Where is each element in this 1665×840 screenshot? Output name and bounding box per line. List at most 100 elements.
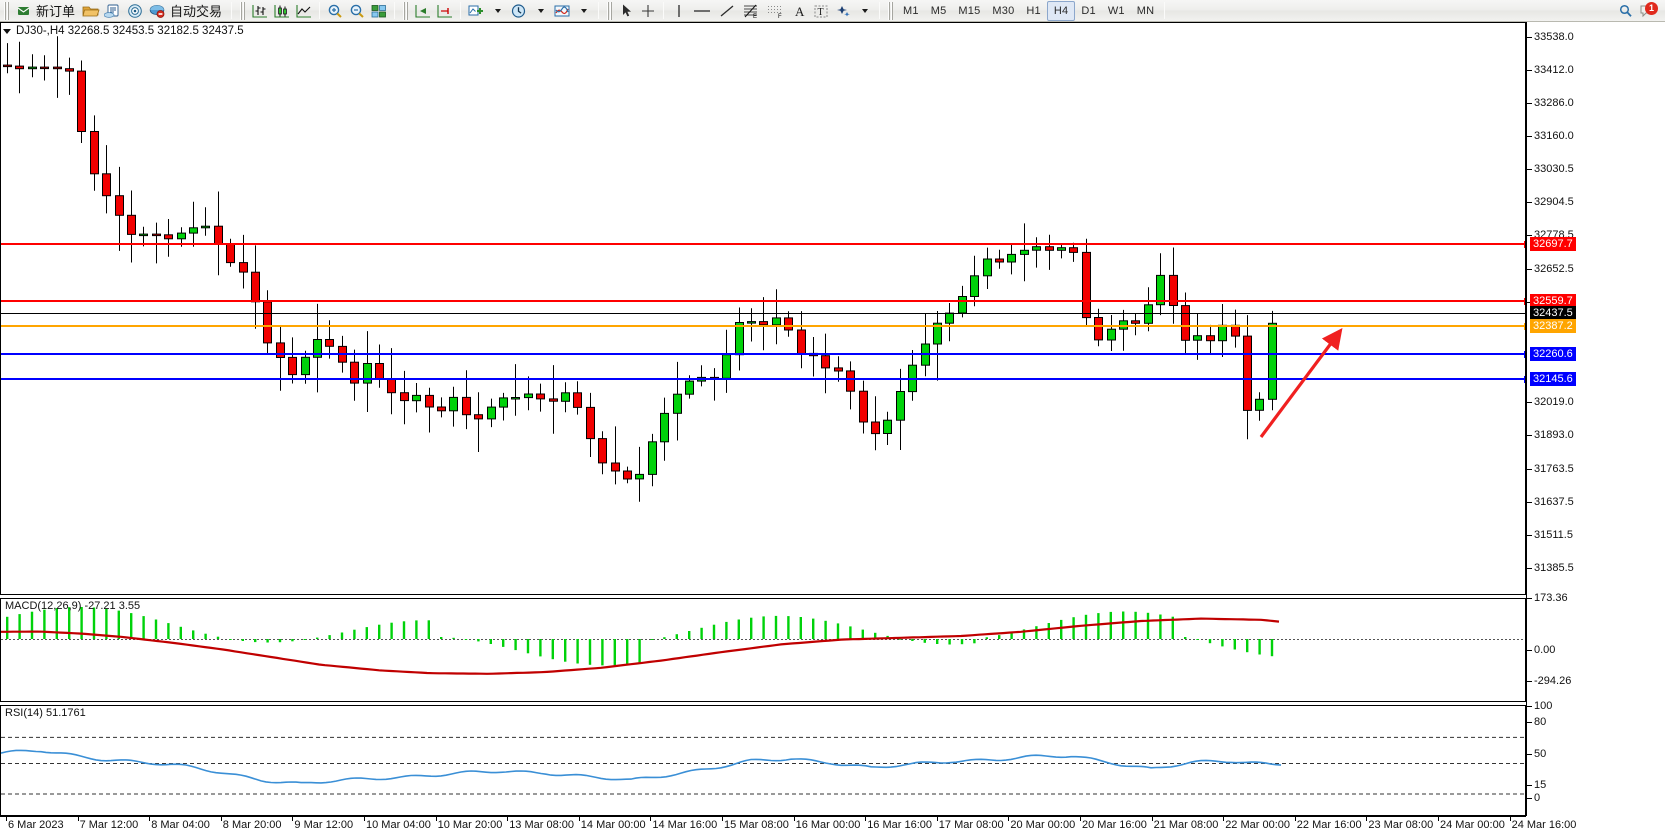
time-tick-label: 7 Mar 12:00 [79, 819, 139, 831]
toolbar-grip-2[interactable] [239, 1, 247, 20]
candle-body [1082, 251, 1091, 319]
objects-icon[interactable] [832, 1, 854, 21]
price-label-support-upper[interactable]: 32260.6 [1530, 347, 1576, 361]
timeframe-mn[interactable]: MN [1136, 4, 1155, 17]
periods-icon[interactable] [508, 1, 530, 21]
objects-dropdown-caret[interactable] [854, 1, 875, 21]
price-axis[interactable]: 33538.0 33412.0 33286.0 33160.0 33030.5 … [1526, 22, 1665, 816]
time-tick-label: 9 Mar 12:00 [294, 819, 354, 831]
price-pane[interactable]: DJ30-,H4 32268.5 32453.5 32182.5 32437.5 [0, 22, 1526, 595]
toolbar-grip-3[interactable] [402, 1, 410, 20]
horizontal-line-icon[interactable] [689, 1, 715, 21]
crosshair-icon[interactable] [637, 1, 659, 21]
timeframe-m30[interactable]: M30 [992, 4, 1015, 17]
market-watch-icon[interactable] [124, 1, 146, 21]
scroll-end-icon[interactable] [412, 1, 434, 21]
macd-histogram-bar [1097, 613, 1100, 639]
new-order-label[interactable]: 新订单 [36, 4, 76, 19]
timeframe-m5[interactable]: M5 [930, 4, 947, 17]
macd-axis-tick: 173.36 [1527, 592, 1568, 604]
candle-body [152, 233, 161, 237]
auto-trading-label[interactable]: 自动交易 [170, 4, 223, 19]
macd-histogram-bar [1047, 623, 1050, 639]
candlestick-chart-icon[interactable] [271, 1, 293, 21]
candle-body [15, 65, 24, 70]
candle-body [425, 394, 434, 408]
templates-dropdown-caret[interactable] [573, 1, 594, 21]
alerts-icon[interactable]: 1 [1637, 1, 1659, 21]
macd-pane[interactable]: MACD(12,26,9) -27.21 3.55 [0, 598, 1526, 702]
toolbar-grip-4[interactable] [606, 1, 614, 20]
candle-body [28, 66, 37, 70]
cursor-icon[interactable] [616, 1, 637, 21]
candle-body [1169, 274, 1178, 306]
macd-histogram-bar [1184, 637, 1187, 639]
macd-histogram-bar [18, 614, 21, 639]
zoom-in-icon[interactable] [324, 1, 346, 21]
macd-histogram-bar [564, 639, 567, 662]
level-line-support-lower[interactable] [1, 376, 1525, 383]
search-icon[interactable] [1615, 1, 1637, 21]
toolbar-separator [231, 2, 233, 19]
timeframe-h4[interactable]: H4 [1046, 0, 1076, 21]
timeframe-m15[interactable]: M15 [958, 4, 981, 17]
macd-histogram-bar [898, 638, 902, 640]
level-line-current-price [1, 313, 1525, 314]
periods-dropdown-caret[interactable] [530, 1, 551, 21]
macd-histogram-bar [254, 639, 257, 643]
new-order-icon[interactable] [13, 1, 34, 21]
level-line-support-upper[interactable] [1, 351, 1525, 358]
fibo-icon[interactable]: E [739, 1, 763, 21]
candle-body [102, 173, 111, 197]
candle-body [1144, 304, 1153, 324]
candle-body [735, 322, 744, 356]
tile-windows-icon[interactable] [368, 1, 390, 21]
folder-icon[interactable] [80, 1, 102, 21]
zoom-out-icon[interactable] [346, 1, 368, 21]
level-line-resistance-lower[interactable] [1, 298, 1525, 305]
price-label-resistance-lower[interactable]: 32559.7 [1530, 294, 1576, 308]
vertical-line-icon[interactable] [668, 1, 689, 21]
equidistant-channel-icon[interactable]: F [763, 1, 789, 21]
text-icon[interactable]: A [789, 1, 810, 21]
candle-body [1057, 247, 1066, 251]
bar-chart-icon[interactable] [249, 1, 271, 21]
price-label-resistance-upper[interactable]: 32697.7 [1530, 237, 1576, 251]
indicators-dropdown-caret[interactable] [487, 1, 508, 21]
text-label-icon[interactable]: T [810, 1, 832, 21]
rsi-axis-tick: 15 [1527, 779, 1546, 791]
auto-trading-icon[interactable] [146, 1, 168, 21]
candlestick-series [3, 36, 1277, 502]
macd-histogram-bar [204, 633, 207, 639]
price-label-entry[interactable]: 32387.2 [1530, 319, 1576, 333]
profiles-icon[interactable] [102, 1, 124, 21]
level-line-entry[interactable] [1, 323, 1525, 330]
timeframe-h1[interactable]: H1 [1026, 4, 1041, 17]
chart-shift-icon[interactable] [434, 1, 456, 21]
candle-body [995, 258, 1004, 263]
trendline-icon[interactable] [715, 1, 739, 21]
timeframe-d1[interactable]: D1 [1081, 4, 1096, 17]
chart-workspace[interactable]: DJ30-,H4 32268.5 32453.5 32182.5 32437.5 [0, 22, 1665, 840]
macd-histogram-bar [737, 619, 740, 639]
chevron-down-icon[interactable] [3, 28, 11, 34]
level-line-resistance-upper[interactable] [1, 241, 1525, 248]
templates-icon[interactable] [551, 1, 573, 21]
candle-body [1218, 324, 1227, 342]
macd-histogram-bar [700, 627, 703, 639]
time-tick-mark [507, 817, 509, 821]
indicators-icon[interactable] [465, 1, 487, 21]
time-tick-mark [149, 817, 151, 821]
time-axis[interactable]: 6 Mar 2023 7 Mar 12:00 8 Mar 04:00 8 Mar 20… [0, 816, 1576, 840]
time-tick-label: 22 Mar 00:00 [1225, 819, 1291, 831]
macd-histogram-bar [1134, 611, 1137, 639]
line-chart-icon[interactable] [293, 1, 315, 21]
toolbar-grip-5[interactable] [887, 1, 895, 20]
candle-body [449, 396, 458, 412]
timeframe-w1[interactable]: W1 [1107, 4, 1125, 17]
toolbar-grip[interactable] [3, 1, 10, 20]
rsi-pane[interactable]: RSI(14) 51.1761 [0, 705, 1526, 816]
timeframe-m1[interactable]: M1 [903, 4, 919, 17]
time-tick-mark [1509, 817, 1511, 821]
price-label-support-lower[interactable]: 32145.6 [1530, 372, 1576, 386]
